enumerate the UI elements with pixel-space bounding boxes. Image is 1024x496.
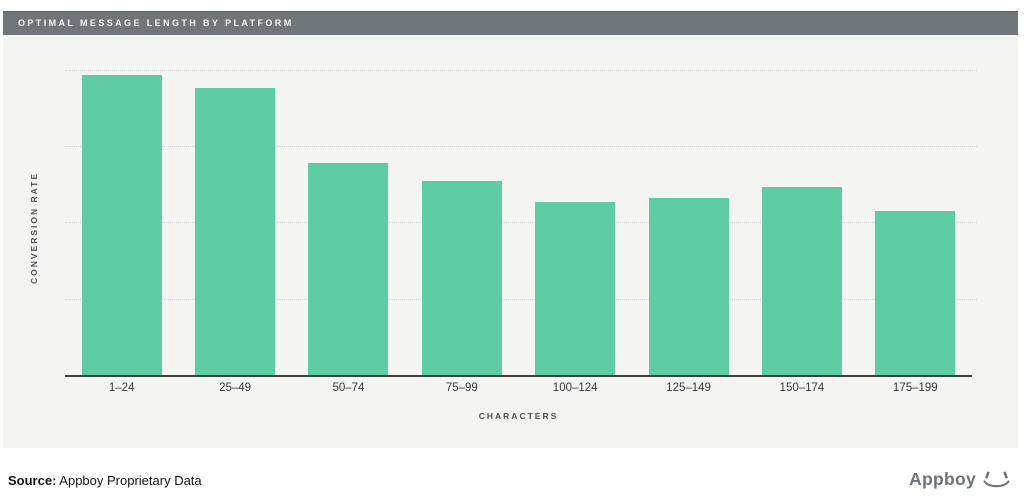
appboy-logo-text: Appboy [909, 469, 976, 489]
x-tick-label: 25–49 [219, 382, 252, 394]
gridline [65, 146, 977, 147]
chart-header-bar: OPTIMAL MESSAGE LENGTH BY PLATFORM [3, 11, 1018, 35]
bar-1–24 [81, 74, 162, 375]
gridline [65, 299, 977, 300]
x-tick-label: 1–24 [108, 382, 135, 394]
bar-100–124 [535, 202, 616, 375]
bar-125–149 [648, 198, 729, 375]
plot-area [65, 70, 977, 377]
source-text: Appboy Proprietary Data [56, 473, 202, 488]
x-tick-label: 125–149 [666, 382, 711, 394]
x-axis-line [65, 375, 972, 377]
x-axis-tick-labels: 1–24 25–49 50–74 75–99 100–124 125–149 150–174… [65, 382, 972, 394]
appboy-smiley-icon [983, 468, 1010, 491]
gridline [65, 222, 977, 223]
source-label: Source: [8, 473, 57, 488]
y-axis-title: CONVERSION RATE [29, 171, 39, 285]
bar-series [65, 70, 972, 375]
bar-slot [405, 70, 518, 375]
appboy-logo: Appboy [909, 468, 1010, 491]
bar-50–74 [308, 162, 389, 375]
bar-slot [178, 70, 291, 375]
chart-panel: OPTIMAL MESSAGE LENGTH BY PLATFORM CONVE… [3, 11, 1018, 448]
x-tick-label: 50–74 [332, 382, 365, 394]
bar-75–99 [421, 180, 502, 375]
source-attribution: Source: Appboy Proprietary Data [8, 473, 202, 488]
bar-slot [632, 70, 745, 375]
x-tick-label: 150–174 [779, 382, 825, 394]
gridline [65, 70, 977, 71]
x-tick-label: 100–124 [552, 382, 598, 394]
bar-slot [292, 70, 405, 375]
bar-slot [745, 70, 858, 375]
bar-25–49 [195, 88, 276, 375]
chart-title: OPTIMAL MESSAGE LENGTH BY PLATFORM [18, 18, 294, 28]
bar-150–174 [761, 186, 842, 375]
bar-slot [65, 70, 178, 375]
bar-slot [859, 70, 972, 375]
bar-slot [519, 70, 632, 375]
x-tick-label: 175–199 [892, 382, 938, 394]
x-tick-label: 75–99 [445, 382, 478, 394]
bar-175–199 [875, 211, 956, 375]
x-axis-title: CHARACTERS [478, 411, 559, 421]
